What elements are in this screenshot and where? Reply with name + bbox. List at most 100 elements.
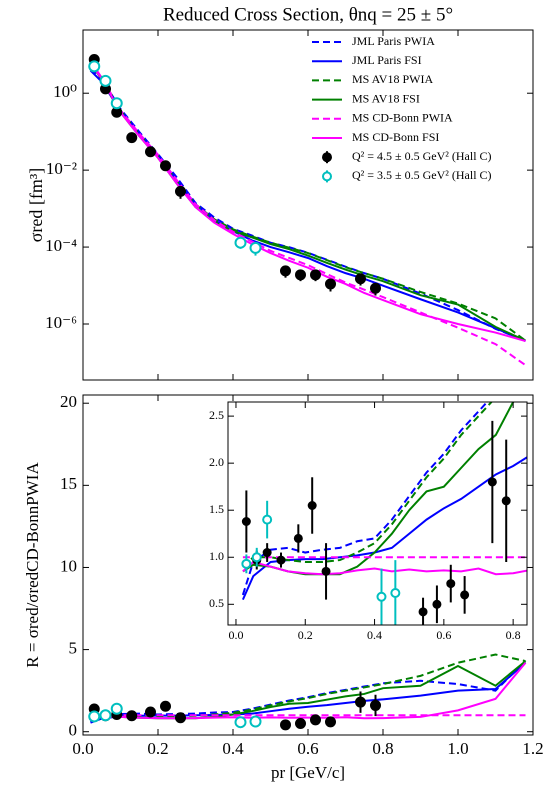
data-point	[280, 719, 291, 731]
y-tick-label: 0	[69, 721, 78, 740]
data-point	[175, 712, 186, 724]
data-point	[126, 710, 138, 722]
model-curve	[89, 60, 527, 366]
data-point	[110, 97, 123, 110]
legend-label: Q² = 4.5 ± 0.5 GeV² (Hall C)	[352, 149, 492, 163]
y-axis-label: σred [fm³]	[26, 168, 46, 243]
plot-frame	[82, 29, 534, 381]
x-tick-label: 0.4	[222, 739, 244, 758]
data-point	[325, 716, 336, 728]
plot-layer	[88, 54, 527, 366]
data-point	[487, 477, 497, 487]
plot-layer	[88, 653, 527, 731]
legend-label: MS CD-Bonn FSI	[352, 130, 439, 144]
y-tick-label: 10⁻⁴	[45, 236, 77, 255]
data-point	[99, 74, 112, 87]
data-point	[307, 501, 317, 511]
plot-frame	[82, 394, 534, 736]
data-point	[88, 60, 101, 73]
legend-label: JML Paris FSI	[352, 53, 422, 67]
y-axis-label: R = σred/σredCD-BonnPWIA	[23, 462, 42, 668]
data-point	[249, 715, 262, 728]
y-tick-label: 10⁰	[53, 82, 77, 101]
y-tick-label: 1.0	[209, 549, 224, 563]
model-curve	[241, 402, 489, 596]
y-tick-label: 10	[60, 556, 77, 575]
plot-frame	[227, 401, 528, 626]
y-tick-label: 2.5	[209, 408, 224, 422]
data-point	[310, 269, 321, 281]
x-tick-label: 0.6	[297, 739, 318, 758]
x-tick-label: 0.6	[436, 628, 451, 642]
y-tick-label: 5	[69, 638, 78, 657]
x-tick-label: 0.8	[506, 628, 521, 642]
data-point	[355, 696, 366, 708]
x-tick-label: 0.2	[298, 628, 313, 642]
y-tick-label: 10⁻⁶	[45, 313, 77, 332]
model-curve	[89, 68, 526, 342]
data-point	[249, 241, 262, 254]
data-point	[262, 514, 273, 525]
data-point	[262, 548, 272, 558]
data-point	[145, 146, 156, 158]
data-point	[280, 265, 291, 277]
data-point	[432, 599, 442, 609]
data-point	[370, 699, 381, 711]
data-point	[295, 718, 306, 730]
data-point	[160, 700, 171, 712]
data-point	[145, 706, 156, 718]
legend-label: MS AV18 FSI	[352, 91, 420, 105]
data-point	[325, 278, 336, 290]
data-point	[241, 516, 251, 526]
model-curve	[90, 662, 527, 720]
data-point	[370, 282, 381, 294]
data-point	[376, 591, 387, 602]
data-point	[446, 579, 456, 589]
data-point	[418, 607, 428, 617]
data-point	[293, 533, 303, 543]
model-curve	[89, 62, 526, 343]
y-tick-label: 20	[60, 392, 77, 411]
x-tick-label: 0.8	[372, 739, 393, 758]
y-tick-label: 0.5	[209, 596, 224, 610]
data-point	[321, 566, 331, 576]
data-point	[160, 160, 171, 172]
data-point	[126, 132, 138, 144]
data-point	[501, 496, 511, 506]
legend-label: MS AV18 PWIA	[352, 72, 433, 86]
data-point	[460, 590, 470, 600]
x-axis-label: pr [GeV/c]	[271, 763, 345, 782]
legend-marker	[322, 171, 332, 182]
plot-area	[228, 402, 527, 625]
legend-marker	[322, 152, 332, 163]
x-tick-label: 0.0	[72, 739, 93, 758]
data-point	[99, 709, 112, 722]
data-point	[390, 588, 401, 599]
data-point	[355, 273, 366, 285]
data-point	[234, 236, 247, 249]
y-tick-label: 2.0	[209, 455, 224, 469]
data-point	[310, 714, 321, 726]
data-point	[88, 710, 101, 723]
x-tick-label: 1.0	[447, 739, 468, 758]
data-point	[276, 555, 286, 565]
legend-label: MS CD-Bonn PWIA	[352, 111, 453, 125]
x-tick-label: 1.2	[522, 739, 543, 758]
chart-title: Reduced Cross Section, θnq = 25 ± 5°	[163, 4, 453, 25]
data-point	[175, 185, 186, 197]
model-curve	[242, 560, 527, 576]
data-point	[110, 702, 123, 715]
x-tick-label: 0.0	[228, 628, 243, 642]
plot-area	[83, 30, 533, 380]
x-tick-label: 0.4	[367, 628, 382, 642]
model-curve	[241, 456, 527, 600]
x-tick-label: 0.2	[147, 739, 168, 758]
model-curve	[89, 69, 526, 342]
y-tick-label: 15	[60, 474, 77, 493]
legend-label: Q² = 3.5 ± 0.5 GeV² (Hall C)	[352, 168, 492, 182]
y-tick-label: 10⁻²	[46, 159, 77, 178]
data-point	[295, 269, 306, 281]
data-point	[234, 716, 247, 729]
plot-layer	[241, 402, 527, 625]
